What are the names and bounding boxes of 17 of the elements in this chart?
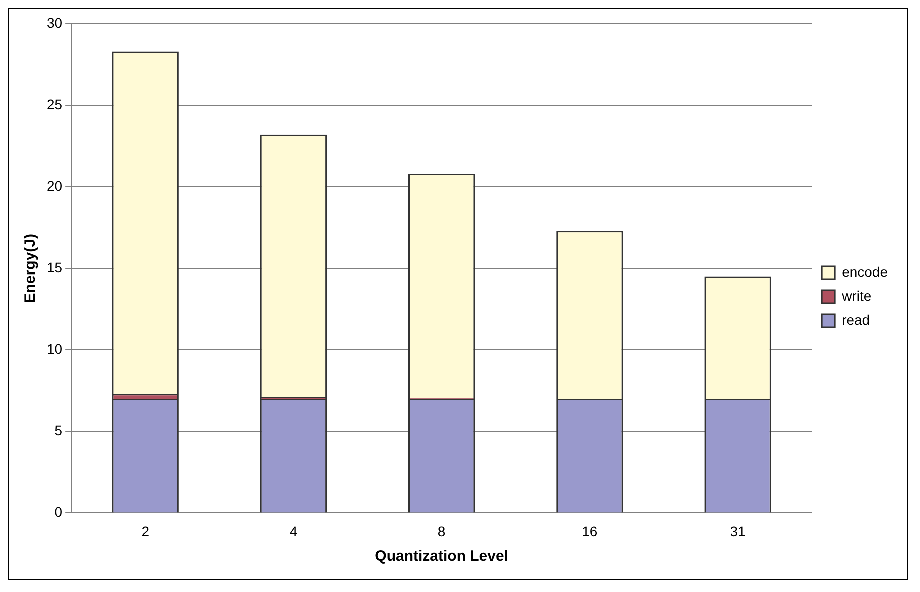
legend-label: read (842, 312, 870, 328)
y-tick-label: 15 (46, 259, 63, 276)
x-tick-label: 4 (290, 523, 298, 540)
y-tick-label: 25 (46, 96, 63, 112)
x-tick-label: 31 (730, 523, 746, 540)
y-tick-label: 0 (54, 504, 63, 520)
legend-label: encode (842, 264, 888, 280)
x-tick-label: 16 (582, 523, 598, 540)
y-tick-label: 5 (54, 422, 63, 439)
y-tick-label: 20 (46, 178, 63, 194)
y-tick-label: 30 (46, 14, 63, 31)
y-tick-label: 10 (46, 340, 63, 357)
x-axis-title: Quantization Level (375, 548, 508, 566)
x-tick-label: 8 (438, 523, 446, 540)
y-axis-title: Energy(J) (22, 234, 40, 304)
legend-label: write (841, 288, 872, 304)
x-tick-label: 2 (142, 523, 150, 540)
